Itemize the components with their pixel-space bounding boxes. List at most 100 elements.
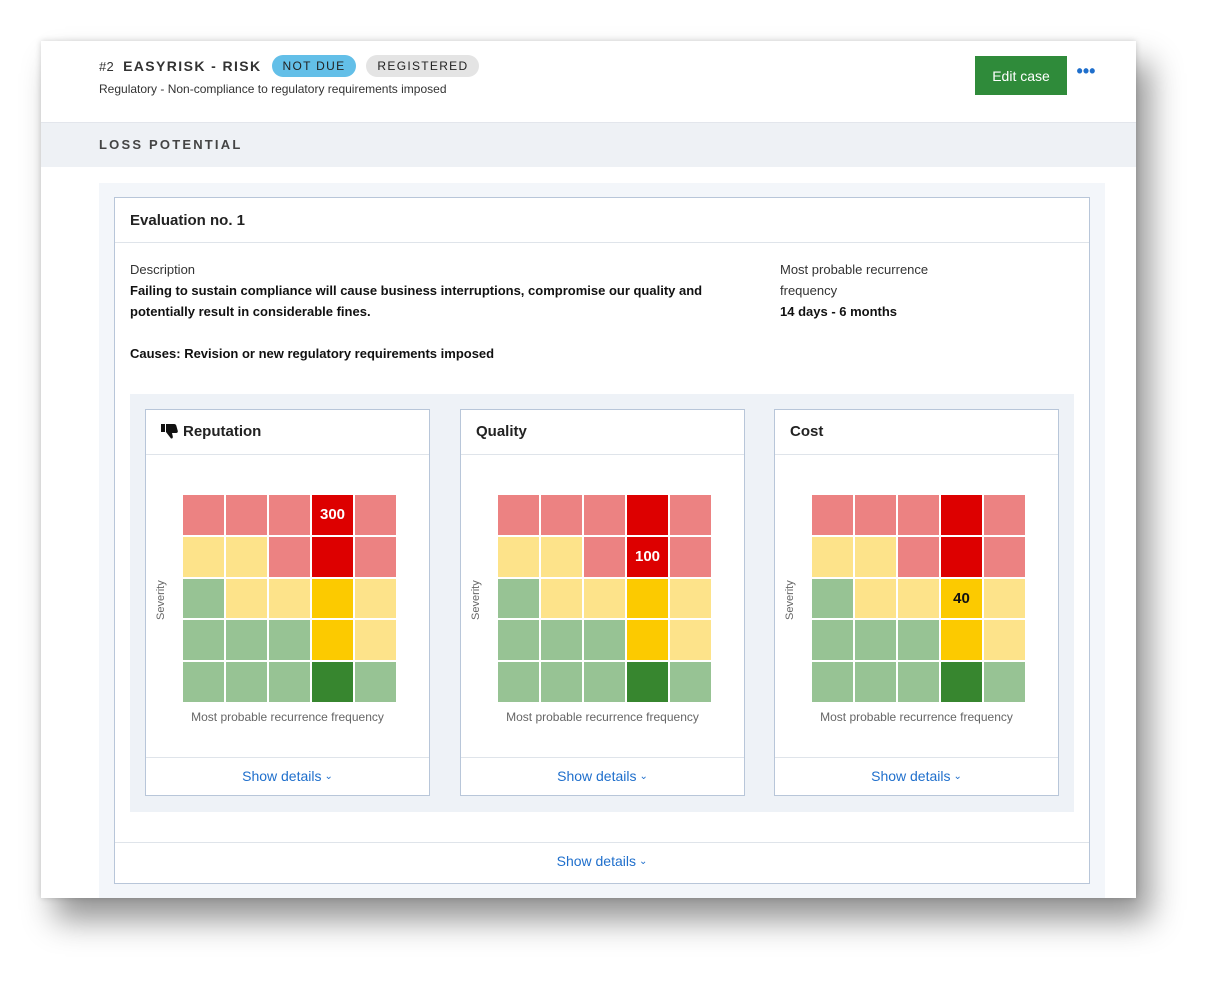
evaluation-show-details-link[interactable]: Show details ⌄	[557, 853, 648, 869]
matrix-cell	[183, 495, 224, 535]
matrix-cell	[984, 662, 1025, 702]
edit-case-button[interactable]: Edit case	[975, 56, 1067, 95]
matrix-cell	[855, 578, 896, 619]
matrix-title-text: Reputation	[183, 423, 262, 440]
risk-matrix-grid: 40	[812, 495, 1031, 704]
risk-matrix-grid: 300	[183, 495, 402, 704]
matrix-cell	[226, 495, 267, 535]
matrix-cell	[584, 536, 625, 577]
matrix-card-header: Cost	[775, 410, 1058, 455]
matrix-card-header: Quality	[461, 410, 744, 455]
matrix-title: Quality	[476, 423, 527, 440]
matrix-cell	[498, 662, 539, 702]
matrix-cell	[812, 495, 853, 535]
matrix-cell	[670, 536, 711, 577]
evaluation-header: Evaluation no. 1	[115, 198, 1089, 243]
matrix-cell	[812, 578, 853, 619]
x-axis-label: Most probable recurrence frequency	[506, 710, 699, 724]
matrix-cell	[941, 620, 982, 661]
status-badge-registered: REGISTERED	[366, 55, 480, 77]
matrix-cell	[584, 578, 625, 619]
matrix-cell	[541, 578, 582, 619]
description-text-line-2: potentially result in considerable fines…	[130, 304, 371, 319]
matrix-cell	[269, 578, 310, 619]
chevron-down-icon: ⌄	[324, 770, 333, 782]
matrix-cell	[898, 620, 939, 661]
matrix-cell	[183, 620, 224, 661]
matrix-cell	[541, 662, 582, 702]
matrix-card-footer: Show details ⌄	[461, 757, 744, 796]
matrix-card-footer: Show details ⌄	[146, 757, 429, 796]
matrix-cell	[984, 495, 1025, 535]
matrix-cell	[584, 495, 625, 535]
show-details-link[interactable]: Show details ⌄	[242, 768, 333, 784]
show-details-label: Show details	[556, 853, 636, 869]
more-options-icon[interactable]: •••	[1076, 61, 1096, 81]
description-label: Description	[130, 262, 196, 277]
matrix-cell	[984, 536, 1025, 577]
matrix-cell	[855, 620, 896, 661]
matrix-cell	[355, 620, 396, 661]
case-header: #2 EASYRISK - RISK NOT DUE REGISTERED Re…	[41, 41, 1136, 123]
case-title-line: #2 EASYRISK - RISK NOT DUE REGISTERED	[99, 55, 489, 77]
show-details-row: Show details ⌄	[775, 768, 1058, 786]
matrix-cell	[312, 578, 353, 619]
matrix-cell	[584, 620, 625, 661]
frequency-label-line-1: Most probable recurrence	[780, 262, 929, 277]
app-window: #2 EASYRISK - RISK NOT DUE REGISTERED Re…	[41, 41, 1136, 898]
matrix-cell	[812, 536, 853, 577]
matrix-cell	[355, 578, 396, 619]
x-axis-label: Most probable recurrence frequency	[191, 710, 384, 724]
matrix-cell	[312, 536, 353, 577]
show-details-link[interactable]: Show details ⌄	[557, 768, 648, 784]
case-subtitle: Regulatory - Non-compliance to regulator…	[99, 82, 447, 96]
matrix-cell	[541, 495, 582, 535]
matrix-cell	[355, 536, 396, 577]
matrix-cell	[898, 578, 939, 619]
matrix-cell	[226, 620, 267, 661]
matrix-cell	[984, 620, 1025, 661]
matrix-cell-score: 300	[312, 495, 353, 535]
evaluation-title: Evaluation no. 1	[130, 212, 246, 229]
y-axis-label: Severity	[155, 580, 167, 620]
matrix-cell	[226, 536, 267, 577]
show-details-link[interactable]: Show details ⌄	[871, 768, 962, 784]
matrix-card-header: Reputation	[146, 410, 429, 455]
matrix-cell-score: 40	[941, 578, 982, 619]
matrix-card-quality: Quality Severity 100 Most probable recur…	[460, 409, 745, 796]
matrix-cell	[498, 536, 539, 577]
matrix-cell	[498, 495, 539, 535]
show-details-label: Show details	[242, 768, 322, 784]
matrix-card-footer: Show details ⌄	[775, 757, 1058, 796]
matrix-cell	[541, 536, 582, 577]
matrix-cell	[498, 578, 539, 619]
matrix-cell	[312, 620, 353, 661]
matrix-title: Cost	[790, 423, 824, 440]
chevron-down-icon: ⌄	[639, 855, 648, 867]
y-axis-label: Severity	[784, 580, 796, 620]
show-details-row: Show details ⌄	[115, 853, 1089, 871]
case-number: #2	[99, 58, 115, 74]
show-details-label: Show details	[871, 768, 951, 784]
matrix-cell	[812, 620, 853, 661]
show-details-label: Show details	[557, 768, 637, 784]
show-details-row: Show details ⌄	[461, 768, 744, 786]
evaluation-card: Evaluation no. 1 Description Failing to …	[114, 197, 1090, 884]
matrix-cell	[670, 620, 711, 661]
matrix-title: Reputation	[161, 423, 261, 440]
matrix-cell	[627, 620, 668, 661]
matrix-cell	[183, 578, 224, 619]
matrix-card-reputation: Reputation Severity 300 Most probable re…	[145, 409, 430, 796]
matrix-card-cost: Cost Severity 40 Most probable recurrenc…	[774, 409, 1059, 796]
show-details-row: Show details ⌄	[146, 768, 429, 786]
matrix-cell	[941, 495, 982, 535]
matrix-cell	[627, 495, 668, 535]
matrix-cell	[541, 620, 582, 661]
matrix-cell	[898, 495, 939, 535]
risk-matrix-grid: 100	[498, 495, 717, 704]
frequency-label-line-2: frequency	[780, 283, 838, 298]
matrix-cell	[855, 495, 896, 535]
matrix-cell	[812, 662, 853, 702]
matrix-cell	[226, 578, 267, 619]
case-title: EASYRISK - RISK	[123, 58, 262, 74]
